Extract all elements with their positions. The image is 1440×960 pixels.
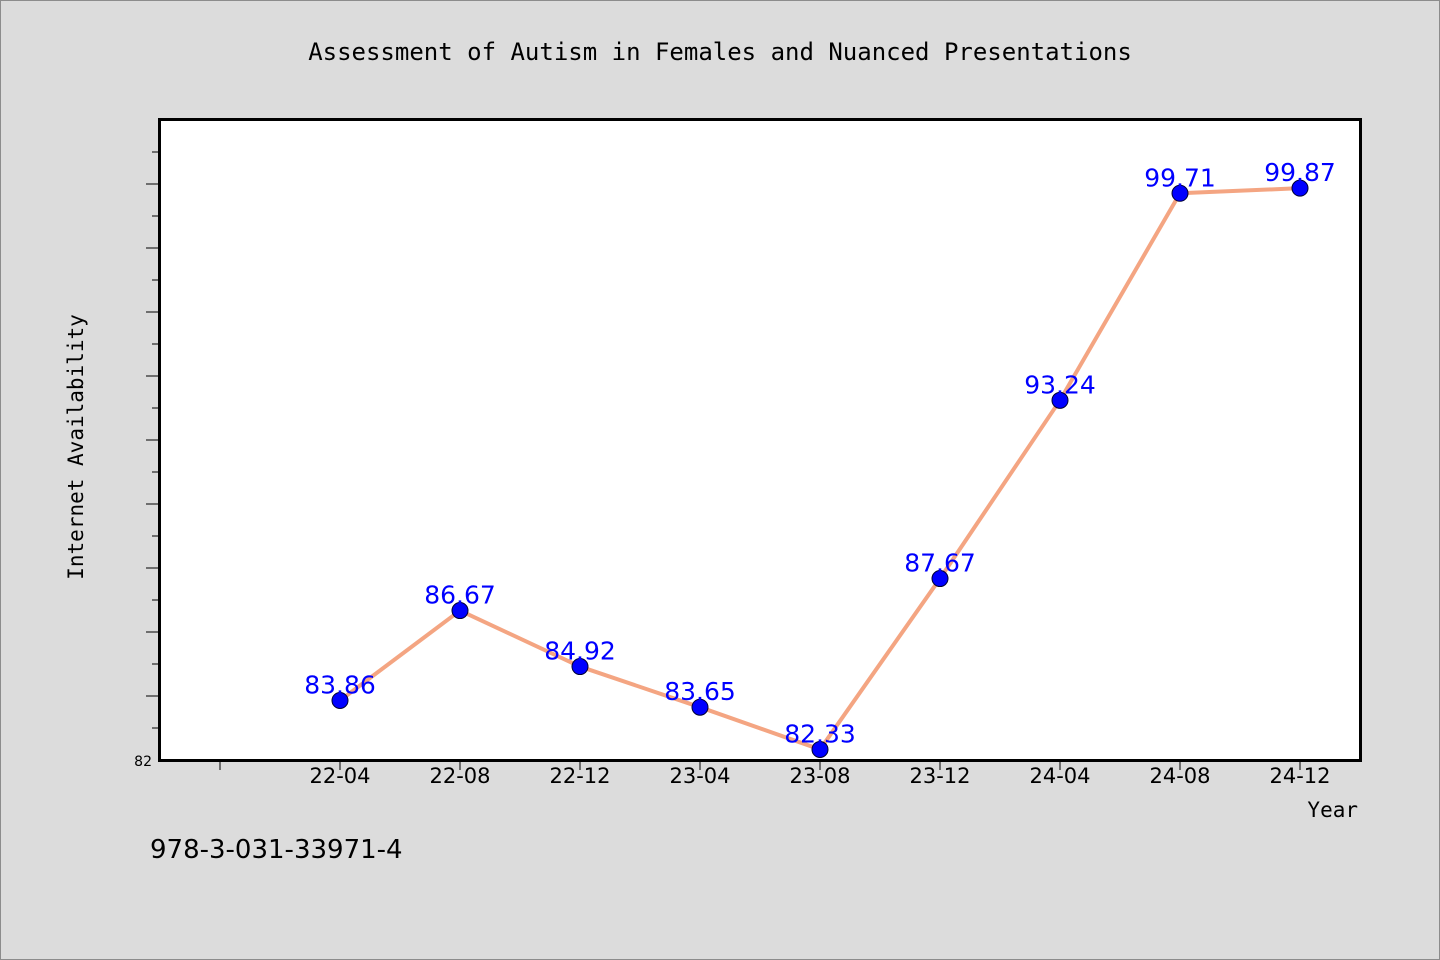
x-axis-title: Year	[1307, 798, 1358, 822]
data-label: 84.92	[544, 637, 616, 666]
y-axis-title: Internet Availability	[64, 314, 88, 580]
plot-area	[158, 118, 1362, 762]
x-tick-label: 23-08	[789, 764, 850, 788]
x-tick-label: 23-12	[909, 764, 970, 788]
x-tick-label: 22-08	[429, 764, 490, 788]
data-point	[571, 658, 589, 676]
data-label: 99.71	[1144, 163, 1216, 192]
x-tick-label: 22-12	[549, 764, 610, 788]
data-point	[1051, 391, 1069, 409]
data-label: 86.67	[424, 581, 496, 610]
data-point	[691, 698, 709, 716]
chart-title: Assessment of Autism in Females and Nuan…	[308, 38, 1132, 66]
x-tick-label: 24-12	[1269, 764, 1330, 788]
x-axis-ticks: 22-04 22-08 22-12 23-04 23-08 23-12 24-04 24-08…	[219, 760, 1331, 788]
x-tick-label: 24-04	[1029, 764, 1090, 788]
data-point	[811, 740, 829, 758]
data-label: 83.65	[664, 677, 736, 706]
data-point	[1171, 184, 1189, 202]
data-point	[331, 691, 349, 709]
x-tick-label: 24-08	[1149, 764, 1210, 788]
y-axis-ticks	[146, 151, 160, 729]
x-tick-label: 23-04	[669, 764, 730, 788]
data-point	[451, 602, 469, 620]
series-group: 83.86 86.67 84.92 83.65 82.33 87.67 93.24 99.71…	[304, 158, 1336, 758]
data-label: 99.87	[1264, 158, 1336, 187]
x-tick-label: 22-04	[309, 764, 370, 788]
data-point	[931, 570, 949, 588]
isbn-text: 978-3-031-33971-4	[150, 835, 403, 865]
data-point	[1291, 179, 1309, 197]
y-tick-label: 82	[134, 754, 152, 770]
data-label: 93.24	[1024, 370, 1096, 399]
data-label: 87.67	[904, 549, 976, 578]
data-label: 83.86	[304, 670, 376, 699]
data-label: 82.33	[784, 719, 856, 748]
